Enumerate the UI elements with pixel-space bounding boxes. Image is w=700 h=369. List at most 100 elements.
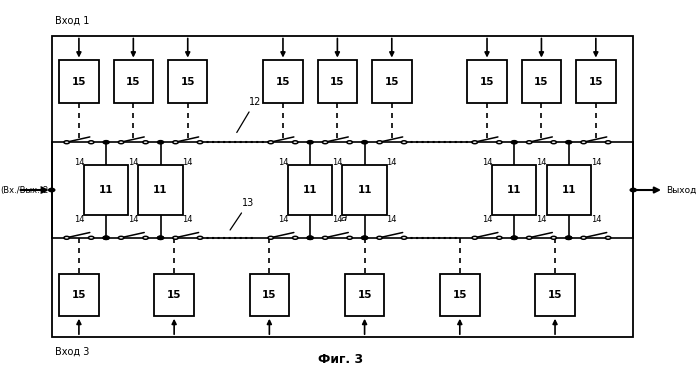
Circle shape (511, 141, 517, 144)
Circle shape (197, 141, 203, 144)
Circle shape (293, 236, 298, 239)
Circle shape (606, 236, 611, 239)
Text: 11: 11 (561, 185, 576, 195)
Circle shape (197, 236, 203, 239)
Circle shape (496, 236, 502, 239)
Circle shape (566, 236, 572, 239)
Bar (168, 61, 207, 103)
Text: 15: 15 (276, 77, 290, 87)
Text: a: a (341, 213, 347, 223)
Circle shape (511, 236, 517, 239)
Circle shape (377, 141, 382, 144)
Text: 14: 14 (386, 215, 397, 224)
Circle shape (566, 141, 572, 144)
Circle shape (581, 141, 587, 144)
Circle shape (103, 141, 109, 144)
Text: 15: 15 (126, 77, 141, 87)
Circle shape (511, 236, 517, 239)
Circle shape (472, 236, 477, 239)
Circle shape (377, 236, 382, 239)
Bar (113, 61, 153, 103)
Text: 15: 15 (71, 290, 86, 300)
Circle shape (361, 141, 368, 144)
Text: 11: 11 (153, 185, 168, 195)
Circle shape (401, 236, 407, 239)
Text: 15: 15 (534, 77, 549, 87)
Text: 15: 15 (589, 77, 603, 87)
Circle shape (143, 141, 148, 144)
Text: 15: 15 (71, 77, 86, 87)
Bar (372, 61, 412, 103)
Bar (60, 61, 99, 103)
Circle shape (551, 236, 556, 239)
Text: 14: 14 (128, 158, 139, 167)
Bar (250, 274, 289, 316)
Bar (60, 274, 99, 316)
Bar (345, 274, 384, 316)
Text: 14: 14 (332, 215, 342, 224)
Text: 14: 14 (74, 158, 84, 167)
Circle shape (173, 236, 178, 239)
Text: 11: 11 (99, 185, 113, 195)
Text: 14: 14 (536, 215, 547, 224)
Text: 12: 12 (237, 97, 261, 132)
Bar (52, 36, 634, 337)
Bar (576, 61, 615, 103)
Circle shape (158, 141, 164, 144)
Circle shape (103, 236, 109, 239)
Circle shape (323, 236, 328, 239)
Text: 14: 14 (183, 158, 193, 167)
Text: 15: 15 (330, 77, 344, 87)
Bar (468, 61, 507, 103)
Text: 14: 14 (482, 158, 492, 167)
Bar (139, 165, 183, 215)
Circle shape (88, 236, 94, 239)
Circle shape (347, 236, 352, 239)
Circle shape (606, 141, 611, 144)
Bar (522, 61, 561, 103)
Bar (263, 61, 302, 103)
Circle shape (347, 141, 352, 144)
Circle shape (158, 236, 164, 239)
Text: 14: 14 (386, 158, 397, 167)
Text: 14: 14 (183, 215, 193, 224)
Circle shape (88, 141, 94, 144)
Circle shape (268, 141, 274, 144)
Circle shape (118, 141, 124, 144)
Text: 15: 15 (181, 77, 195, 87)
Bar (155, 274, 194, 316)
Circle shape (64, 141, 69, 144)
Bar (318, 61, 357, 103)
Text: 15: 15 (453, 290, 467, 300)
Circle shape (630, 188, 636, 192)
Text: Вход 3: Вход 3 (55, 347, 90, 357)
Text: 15: 15 (357, 290, 372, 300)
Text: Фиг. 3: Фиг. 3 (318, 353, 363, 366)
Text: 15: 15 (384, 77, 399, 87)
Text: 15: 15 (262, 290, 276, 300)
Circle shape (581, 236, 587, 239)
Text: 14: 14 (482, 215, 492, 224)
Text: 14: 14 (591, 158, 601, 167)
Circle shape (472, 141, 477, 144)
Bar (440, 274, 480, 316)
Text: 13: 13 (230, 198, 254, 230)
Text: 15: 15 (480, 77, 494, 87)
Text: 15: 15 (548, 290, 562, 300)
Circle shape (48, 188, 55, 192)
Text: 11: 11 (507, 185, 522, 195)
Circle shape (158, 236, 164, 239)
Circle shape (143, 236, 148, 239)
Circle shape (323, 141, 328, 144)
Circle shape (307, 236, 313, 239)
Circle shape (307, 141, 313, 144)
Text: 14: 14 (278, 158, 288, 167)
Text: 14: 14 (278, 215, 288, 224)
Circle shape (361, 236, 368, 239)
Circle shape (268, 236, 274, 239)
Text: 14: 14 (74, 215, 84, 224)
Circle shape (103, 236, 109, 239)
Text: 14: 14 (536, 158, 547, 167)
Text: 11: 11 (357, 185, 372, 195)
Text: 14: 14 (332, 158, 342, 167)
